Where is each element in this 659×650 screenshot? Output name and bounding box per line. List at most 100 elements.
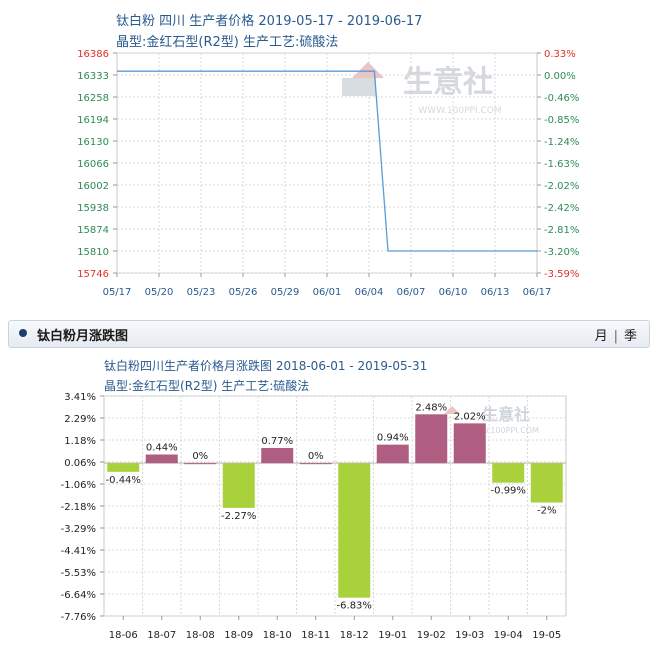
y-tick-label-right: 0.33% <box>544 49 576 60</box>
x-tick-label: 19-01 <box>378 630 407 641</box>
y-tick-label: 1.18% <box>64 436 96 447</box>
y-tick-label: -6.64% <box>61 590 96 601</box>
x-tick-label: 19-05 <box>532 630 561 641</box>
price-chart-plot: 生意社 WWW.100PPI.COM 16386 0.33% 16333 0.00% 16… <box>77 49 579 298</box>
y-tick-label-right: -1.24% <box>544 137 579 148</box>
y-tick-label-right: -1.63% <box>544 159 579 170</box>
y-tick-label-right: -0.46% <box>544 93 579 104</box>
x-tick-label: 18-10 <box>263 630 292 641</box>
bar <box>453 423 486 464</box>
data-label: -6.83% <box>337 601 372 612</box>
bullet-icon <box>19 329 27 337</box>
y-tick-label: 15746 <box>77 269 109 280</box>
y-tick-label-right: -2.02% <box>544 181 579 192</box>
y-tick-label: -7.76% <box>61 612 96 623</box>
x-tick-label: 18-07 <box>147 630 176 641</box>
data-label: -0.99% <box>491 486 526 497</box>
y-tick-label-right: -2.42% <box>544 203 579 214</box>
x-tick-label: 05/23 <box>187 287 216 298</box>
data-label: -2% <box>537 506 556 517</box>
data-label: 2.02% <box>454 411 486 422</box>
x-tick-label: 19-04 <box>494 630 523 641</box>
y-tick-label: -1.06% <box>61 480 96 491</box>
x-tick-label: 06/01 <box>313 287 342 298</box>
data-label: 0.44% <box>146 442 178 453</box>
bar-chart-title: 钛白粉四川生产者价格月涨跌图 2018-06-01 - 2019-05-31 <box>104 359 428 373</box>
y-tick-label: -4.41% <box>61 546 96 557</box>
x-tick-label: 18-12 <box>340 630 369 641</box>
bar <box>338 463 371 598</box>
data-label: 0.77% <box>261 436 293 447</box>
watermark-logo-icon <box>352 62 384 78</box>
bar-chart-plot: 生意社 WWW.100PPI.COM 3.41% 2.29% 1.18% 0.06% -1… <box>61 392 567 641</box>
y-tick-label: 16386 <box>77 49 109 60</box>
x-tick-label: 19-02 <box>417 630 446 641</box>
bar <box>376 444 409 464</box>
bar <box>492 463 525 483</box>
data-label: -0.44% <box>106 475 141 486</box>
x-tick-label: 06/17 <box>523 287 552 298</box>
x-tick-label: 05/20 <box>145 287 174 298</box>
y-tick-label: 3.41% <box>64 392 96 403</box>
bar <box>415 414 448 464</box>
y-tick-label: 16066 <box>77 159 109 170</box>
x-tick-label: 06/07 <box>397 287 426 298</box>
y-tick-label: 16002 <box>77 181 109 192</box>
price-chart-title: 钛白粉 四川 生产者价格 2019-05-17 - 2019-06-17 <box>116 14 423 29</box>
data-label: 0.94% <box>377 433 409 444</box>
watermark-text: 生意社 <box>482 405 530 424</box>
watermark-logo-base <box>342 78 376 96</box>
tab-separator: | <box>613 329 618 344</box>
x-tick-label: 05/17 <box>103 287 132 298</box>
bar <box>222 463 255 508</box>
price-series-line <box>117 70 537 252</box>
y-tick-label: 15810 <box>77 247 109 258</box>
x-tick-label: 06/10 <box>439 287 468 298</box>
y-tick-label: 2.29% <box>64 414 96 425</box>
data-label: 2.48% <box>415 402 447 413</box>
x-tick-label: 18-11 <box>301 630 330 641</box>
tab-month[interactable]: 月 <box>594 329 608 344</box>
price-chart-subtitle: 晶型:金红石型(R2型) 生产工艺:硫酸法 <box>116 35 339 50</box>
bar-chart-subtitle: 晶型:金红石型(R2型) 生产工艺:硫酸法 <box>104 379 310 393</box>
y-tick-label-right: -3.20% <box>544 247 579 258</box>
x-tick-label: 06/13 <box>481 287 510 298</box>
y-tick-label: 16130 <box>77 137 109 148</box>
y-tick-label: 0.06% <box>64 458 96 469</box>
data-label: 0% <box>308 451 324 462</box>
y-tick-label: 16194 <box>77 115 109 126</box>
y-tick-label: -2.18% <box>61 502 96 513</box>
bar <box>145 454 178 464</box>
y-tick-label: 15938 <box>77 203 109 214</box>
x-tick-label: 05/26 <box>229 287 258 298</box>
x-tick-label: 06/04 <box>355 287 384 298</box>
data-label: -2.27% <box>221 511 256 522</box>
bar <box>299 463 332 465</box>
bar <box>184 463 217 465</box>
period-tabs: 月 | 季 <box>595 325 637 344</box>
y-tick-label-right: -3.59% <box>544 269 579 280</box>
y-tick-label: 16258 <box>77 93 109 104</box>
bar <box>530 463 563 503</box>
y-tick-label-right: -2.81% <box>544 225 579 236</box>
y-tick-label-right: 0.00% <box>544 71 576 82</box>
x-tick-label: 05/29 <box>271 287 300 298</box>
x-tick-label: 18-06 <box>109 630 138 641</box>
watermark-text: 生意社 <box>403 65 493 100</box>
y-tick-label-right: -0.85% <box>544 115 579 126</box>
watermark-logo-icon <box>444 406 460 414</box>
watermark-url: WWW.100PPI.COM <box>418 106 501 116</box>
watermark-url: WWW.100PPI.COM <box>465 426 539 435</box>
monthly-change-panel-header: 钛白粉月涨跌图 月 | 季 <box>8 320 650 348</box>
y-tick-label: 15874 <box>77 225 109 236</box>
bar <box>261 447 294 464</box>
y-tick-label: -5.53% <box>61 568 96 579</box>
data-label: 0% <box>192 451 208 462</box>
y-tick-label: 16333 <box>77 71 109 82</box>
x-tick-label: 18-09 <box>224 630 253 641</box>
tab-quarter[interactable]: 季 <box>623 329 637 344</box>
y-tick-label: -3.29% <box>61 524 96 535</box>
monthly-change-bar-chart: 钛白粉四川生产者价格月涨跌图 2018-06-01 - 2019-05-31 晶… <box>0 350 659 650</box>
panel-title: 钛白粉月涨跌图 <box>37 329 129 344</box>
bar <box>107 463 140 472</box>
